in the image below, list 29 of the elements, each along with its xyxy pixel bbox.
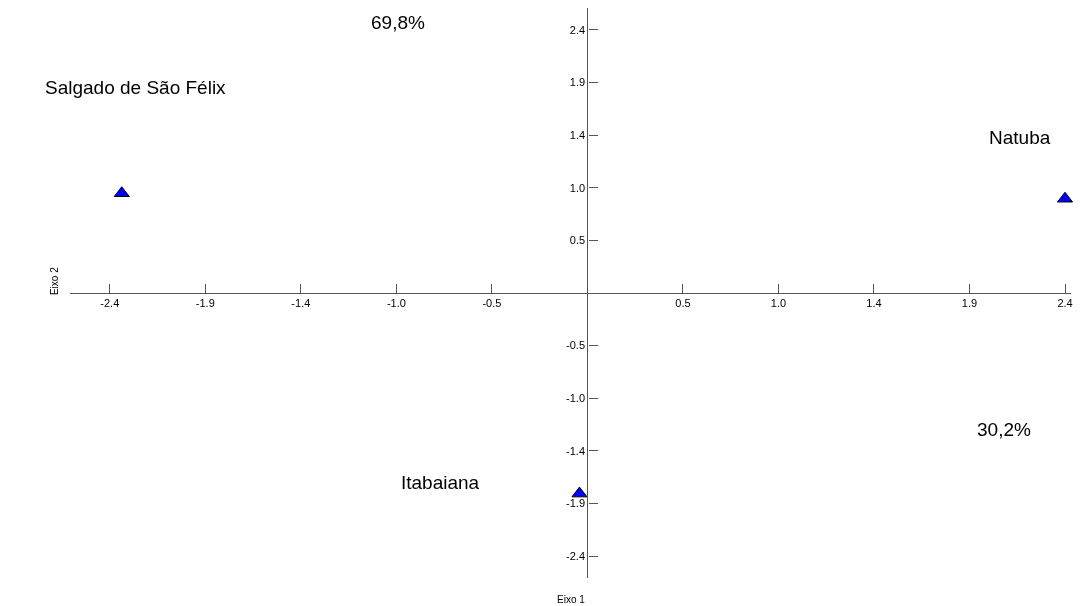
y-tick-label: -1.4 [566, 444, 586, 457]
x-tick-label: 1.9 [961, 297, 978, 310]
annotation: Salgado de São Félix [45, 77, 227, 98]
y-tick-label: -2.4 [566, 549, 586, 562]
x-tick-label: -1.9 [195, 297, 215, 310]
annotation: 30,2% [977, 419, 1031, 440]
x-tick-label: 1.4 [866, 297, 882, 310]
annotation: Natuba [989, 127, 1051, 148]
y-tick-label: -0.5 [566, 339, 586, 352]
annotation: 69,8% [371, 12, 425, 33]
y-tick-label: 1.9 [569, 76, 586, 89]
x-tick-label: 0.5 [675, 297, 691, 310]
y-tick-label: 2.4 [569, 23, 586, 36]
x-tick-label: -0.5 [482, 297, 502, 310]
x-tick-label: 1.0 [770, 297, 787, 310]
y-tick-label: 0.5 [569, 234, 586, 247]
x-tick-label: -1.0 [386, 297, 406, 310]
point [571, 486, 588, 498]
y-tick-label: -1.0 [566, 392, 586, 405]
annotation: Itabaiana [401, 472, 480, 493]
y-tick-label: -1.9 [566, 497, 586, 510]
y-tick-label: 1.0 [569, 181, 586, 194]
x-tick-label: -2.4 [100, 297, 120, 310]
x-tick-label: -1.4 [291, 297, 311, 310]
x-tick-label: 2.4 [1057, 297, 1073, 310]
y-tick-label: 1.4 [569, 129, 586, 141]
y-axis-title: Eixo 2 [48, 266, 60, 296]
x-axis-title: Eixo 1 [557, 594, 586, 605]
point [1057, 191, 1074, 203]
